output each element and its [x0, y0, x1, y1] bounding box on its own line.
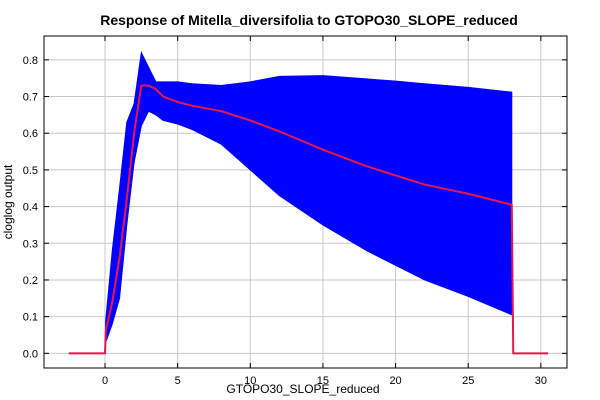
y-axis-ticks: 0.0 0.1 0.2 0.3 0.4 0.5 0.6 0.7 0.8 — [23, 55, 567, 360]
x-tick-label: 5 — [175, 375, 181, 387]
x-tick-label: 25 — [462, 375, 474, 387]
x-tick-label: 10 — [244, 375, 256, 387]
y-axis-label: cloglog output — [1, 164, 15, 239]
chart-title: Response of Mitella_diversifolia to GTOP… — [100, 12, 518, 28]
y-tick-label: 0.6 — [23, 128, 38, 140]
mean-line — [68, 84, 549, 355]
mean-response-line — [68, 84, 549, 355]
x-tick-label: 15 — [317, 375, 329, 387]
x-axis-label: GTOPO30_SLOPE_reduced — [226, 382, 379, 396]
confidence-band — [104, 50, 513, 354]
x-tick-label: 30 — [535, 375, 547, 387]
y-tick-label: 0.3 — [23, 238, 38, 250]
band-area — [104, 50, 513, 354]
y-tick-label: 0.1 — [23, 312, 38, 324]
y-tick-label: 0.8 — [23, 55, 38, 67]
x-tick-label: 0 — [102, 375, 108, 387]
y-tick-label: 0.2 — [23, 275, 38, 287]
x-tick-label: 20 — [389, 375, 401, 387]
y-tick-label: 0.7 — [23, 92, 38, 104]
x-axis-ticks: 0 5 10 15 20 25 30 — [102, 36, 547, 387]
y-tick-label: 0.5 — [23, 165, 38, 177]
y-tick-label: 0.4 — [23, 202, 38, 214]
plot-frame — [43, 35, 568, 369]
y-tick-label: 0.0 — [23, 348, 38, 360]
